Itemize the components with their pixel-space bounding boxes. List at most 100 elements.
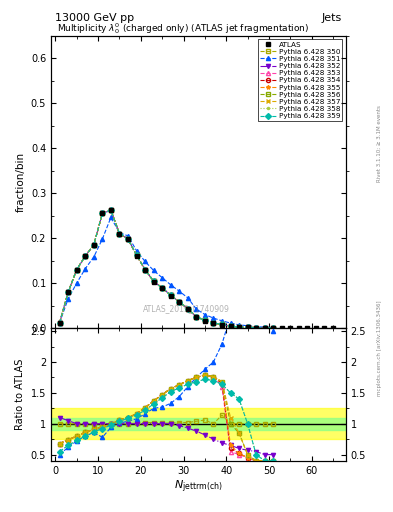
Pythia 6.428 350: [254, 325, 259, 331]
Pythia 6.428 354: [185, 306, 190, 312]
Pythia 6.428 356: [83, 253, 88, 259]
Pythia 6.428 359: [254, 325, 259, 331]
Pythia 6.428 357: [151, 278, 156, 284]
Pythia 6.428 359: [185, 306, 190, 312]
Pythia 6.428 355: [92, 242, 96, 248]
Pythia 6.428 354: [168, 292, 173, 298]
Pythia 6.428 352: [177, 299, 182, 305]
Pythia 6.428 355: [160, 285, 165, 291]
ATLAS: [237, 324, 241, 330]
Pythia 6.428 353: [126, 236, 130, 242]
ATLAS: [74, 266, 79, 272]
Text: ATLAS_2019_I1740909: ATLAS_2019_I1740909: [143, 305, 230, 313]
Pythia 6.428 356: [66, 289, 70, 295]
Line: Pythia 6.428 357: Pythia 6.428 357: [57, 208, 275, 330]
Pythia 6.428 353: [83, 253, 88, 259]
ATLAS: [271, 325, 275, 331]
Pythia 6.428 351: [134, 248, 139, 254]
Pythia 6.428 359: [117, 230, 122, 237]
Pythia 6.428 353: [254, 325, 259, 331]
Pythia 6.428 355: [177, 299, 182, 305]
Pythia 6.428 351: [126, 233, 130, 239]
Pythia 6.428 351: [92, 254, 96, 260]
Pythia 6.428 354: [92, 242, 96, 248]
Pythia 6.428 356: [134, 252, 139, 258]
Pythia 6.428 358: [185, 306, 190, 312]
Pythia 6.428 350: [168, 292, 173, 298]
Pythia 6.428 355: [202, 317, 207, 324]
Pythia 6.428 355: [228, 323, 233, 329]
Pythia 6.428 350: [237, 324, 241, 330]
Pythia 6.428 356: [254, 325, 259, 331]
Pythia 6.428 358: [92, 242, 96, 248]
Line: ATLAS: ATLAS: [57, 208, 336, 330]
Pythia 6.428 351: [143, 259, 147, 265]
Pythia 6.428 358: [66, 289, 70, 295]
Pythia 6.428 351: [202, 311, 207, 317]
Pythia 6.428 358: [83, 253, 88, 259]
Pythia 6.428 351: [66, 296, 70, 302]
Pythia 6.428 354: [100, 210, 105, 217]
Pythia 6.428 353: [160, 285, 165, 291]
ATLAS: [185, 306, 190, 312]
Pythia 6.428 354: [194, 314, 199, 320]
Pythia 6.428 358: [74, 266, 79, 272]
Pythia 6.428 359: [202, 317, 207, 324]
ATLAS: [83, 253, 88, 259]
Pythia 6.428 357: [92, 242, 96, 248]
Pythia 6.428 356: [194, 314, 199, 320]
ATLAS: [322, 325, 327, 331]
ATLAS: [160, 285, 165, 291]
Pythia 6.428 352: [108, 207, 113, 214]
Pythia 6.428 355: [117, 230, 122, 237]
ATLAS: [168, 292, 173, 298]
Pythia 6.428 356: [151, 278, 156, 284]
ATLAS: [126, 236, 130, 242]
Pythia 6.428 356: [237, 324, 241, 330]
Pythia 6.428 350: [117, 230, 122, 237]
Pythia 6.428 355: [134, 252, 139, 258]
Pythia 6.428 355: [126, 236, 130, 242]
Text: 13000 GeV pp: 13000 GeV pp: [55, 13, 134, 23]
Line: Pythia 6.428 353: Pythia 6.428 353: [57, 208, 275, 330]
Pythia 6.428 351: [108, 215, 113, 221]
Line: Pythia 6.428 352: Pythia 6.428 352: [57, 208, 275, 330]
Pythia 6.428 350: [245, 324, 250, 330]
ATLAS: [305, 325, 310, 331]
Line: Pythia 6.428 356: Pythia 6.428 356: [57, 208, 275, 330]
Pythia 6.428 355: [254, 325, 259, 331]
Pythia 6.428 353: [57, 319, 62, 326]
ATLAS: [202, 318, 207, 324]
Pythia 6.428 359: [211, 320, 216, 326]
Pythia 6.428 356: [245, 324, 250, 330]
Pythia 6.428 355: [220, 322, 224, 328]
Pythia 6.428 352: [194, 314, 199, 320]
Pythia 6.428 354: [177, 299, 182, 305]
Pythia 6.428 354: [108, 207, 113, 214]
Pythia 6.428 353: [211, 320, 216, 326]
Pythia 6.428 357: [66, 289, 70, 295]
Pythia 6.428 359: [143, 266, 147, 272]
Pythia 6.428 357: [245, 324, 250, 330]
Pythia 6.428 356: [143, 266, 147, 272]
Pythia 6.428 355: [83, 253, 88, 259]
Pythia 6.428 354: [74, 266, 79, 272]
ATLAS: [279, 325, 284, 331]
Pythia 6.428 359: [66, 289, 70, 295]
Pythia 6.428 352: [211, 320, 216, 326]
Pythia 6.428 351: [211, 315, 216, 321]
Pythia 6.428 359: [57, 319, 62, 326]
Pythia 6.428 359: [177, 299, 182, 305]
Pythia 6.428 351: [83, 266, 88, 272]
Pythia 6.428 355: [151, 278, 156, 284]
ATLAS: [134, 253, 139, 259]
ATLAS: [117, 230, 122, 237]
Pythia 6.428 359: [262, 325, 267, 331]
Pythia 6.428 356: [202, 317, 207, 324]
X-axis label: $N_{\mathrm{jettrm(ch)}}$: $N_{\mathrm{jettrm(ch)}}$: [174, 478, 223, 495]
Pythia 6.428 356: [271, 325, 275, 331]
Pythia 6.428 356: [220, 322, 224, 328]
Pythia 6.428 359: [160, 285, 165, 291]
Pythia 6.428 353: [185, 306, 190, 312]
Pythia 6.428 355: [211, 320, 216, 326]
